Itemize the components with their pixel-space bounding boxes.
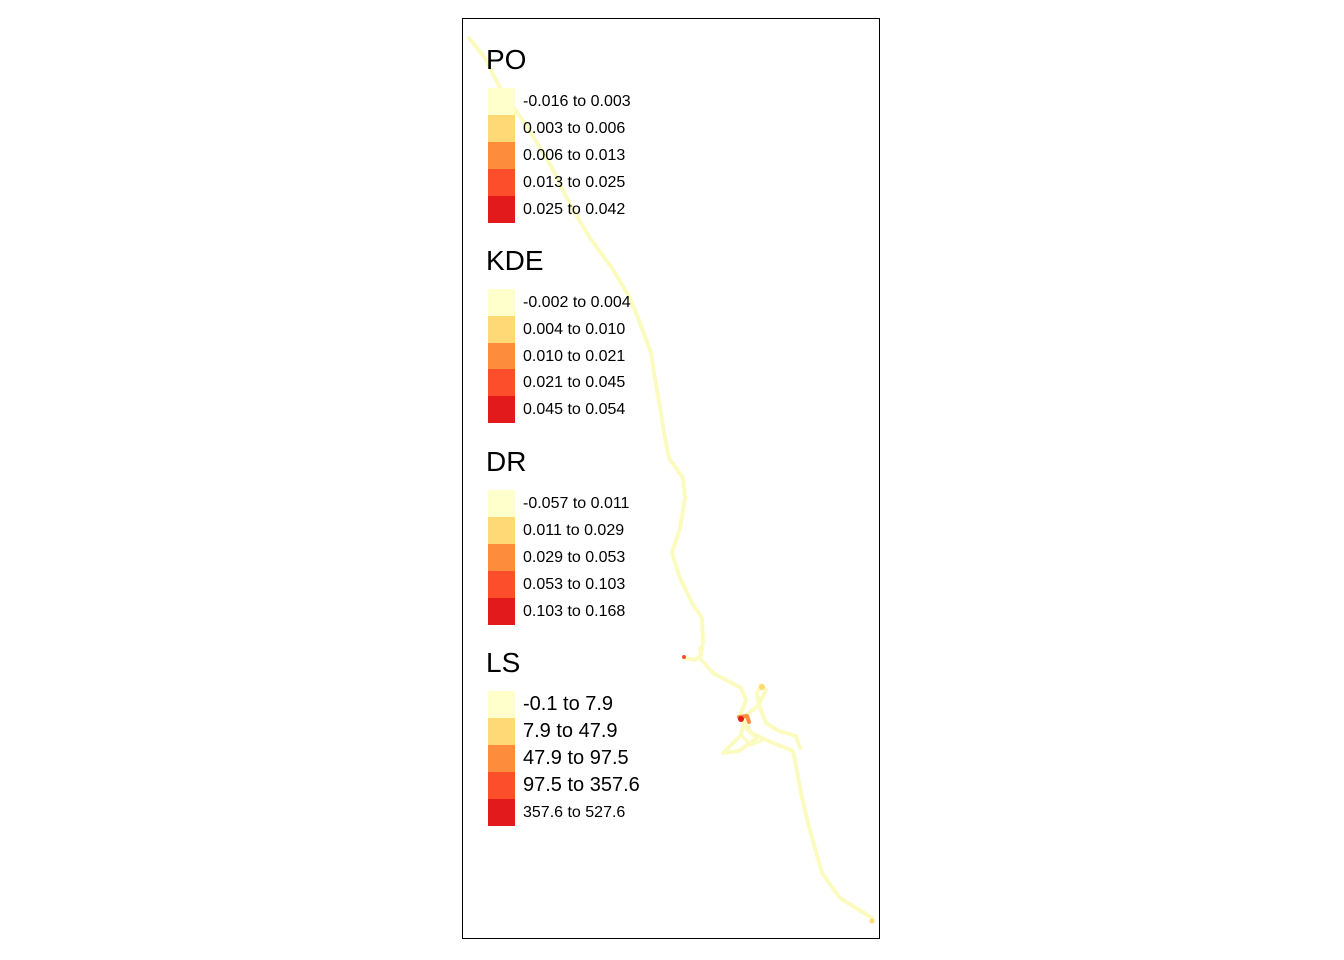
legend-row: -0.1 to 7.9 [488,691,613,718]
legend-label: 0.103 to 0.168 [523,602,626,620]
legend-row: 0.021 to 0.045 [488,369,625,396]
hotspot-west [682,655,686,659]
legend-row: -0.002 to 0.004 [488,289,631,316]
legend-label: -0.016 to 0.003 [523,92,631,110]
legend-row: 0.004 to 0.010 [488,316,625,343]
color-swatch [488,598,515,625]
legend-title: DR [486,446,527,477]
legend-row: -0.057 to 0.011 [488,490,629,517]
color-swatch [488,745,515,772]
color-swatch [488,517,515,544]
color-swatch [488,718,515,745]
color-swatch [488,343,515,370]
east-branch [743,683,802,750]
legend-row: 0.011 to 0.029 [488,517,624,544]
legend-label: 0.006 to 0.013 [523,146,626,164]
legend-row: 0.053 to 0.103 [488,571,625,598]
legend-label: -0.1 to 7.9 [523,693,614,715]
legend-label: 0.045 to 0.054 [523,400,626,418]
legend-row: 47.9 to 97.5 [488,745,629,772]
legend-label: 0.029 to 0.053 [523,548,626,566]
color-swatch [488,544,515,571]
color-swatch [488,88,515,115]
color-swatch [488,316,515,343]
hotspot-east [759,684,765,690]
legend-row: 357.6 to 527.6 [488,799,625,826]
color-swatch [488,369,515,396]
map-frame [462,18,880,939]
legend-kde: KDE -0.002 to 0.004 0.004 to 0.010 0.010… [486,245,631,423]
color-swatch [488,196,515,223]
color-swatch [488,169,515,196]
west-spur [682,646,703,662]
legend-title: LS [486,647,521,678]
legend-title: KDE [486,245,544,276]
legend-label: 0.013 to 0.025 [523,173,626,191]
legend-label: 0.025 to 0.042 [523,200,626,218]
legend-ls: LS -0.1 to 7.9 7.9 to 47.9 47.9 to 97.5 … [486,647,640,826]
legend-label: 0.021 to 0.045 [523,373,626,391]
color-swatch [488,115,515,142]
legend-label: -0.002 to 0.004 [523,293,631,311]
legend-row: -0.016 to 0.003 [488,88,631,115]
color-swatch [488,490,515,517]
legend-label: 47.9 to 97.5 [523,747,629,769]
legend-label: 97.5 to 357.6 [523,774,640,796]
legend-row: 0.045 to 0.054 [488,396,625,423]
color-swatch [488,289,515,316]
legend-row: 0.010 to 0.021 [488,343,625,370]
legend-row: 0.006 to 0.013 [488,142,625,169]
legend-label: 0.011 to 0.029 [523,521,625,539]
legend-title: PO [486,44,527,75]
legend-label: 0.003 to 0.006 [523,119,626,137]
color-swatch [488,396,515,423]
color-swatch [488,142,515,169]
legend-row: 0.025 to 0.042 [488,196,625,223]
west-loop-2 [739,733,763,747]
main-road [467,36,874,920]
hotspot-high [738,716,744,722]
legend-label: 7.9 to 47.9 [523,720,618,742]
legend-label: 357.6 to 527.6 [523,803,626,821]
legend-dr: DR -0.057 to 0.011 0.011 to 0.029 0.029 … [486,446,629,625]
legend-row: 7.9 to 47.9 [488,718,618,745]
color-swatch [488,772,515,799]
color-swatch [488,691,515,718]
legend-row: 0.103 to 0.168 [488,598,625,625]
legend-row: 97.5 to 357.6 [488,772,640,799]
legend-po: PO -0.016 to 0.003 0.003 to 0.006 0.006 … [486,44,631,223]
color-swatch [488,799,515,826]
legend-label: 0.053 to 0.103 [523,575,626,593]
legend-row: 0.003 to 0.006 [488,115,625,142]
legend-label: 0.010 to 0.021 [523,347,626,365]
road-network [467,36,875,924]
legend-label: -0.057 to 0.011 [523,494,630,512]
color-swatch [488,571,515,598]
legend-row: 0.013 to 0.025 [488,169,625,196]
route-end [869,918,875,924]
west-loop [721,719,759,755]
legend-label: 0.004 to 0.010 [523,320,626,338]
legend-row: 0.029 to 0.053 [488,544,625,571]
